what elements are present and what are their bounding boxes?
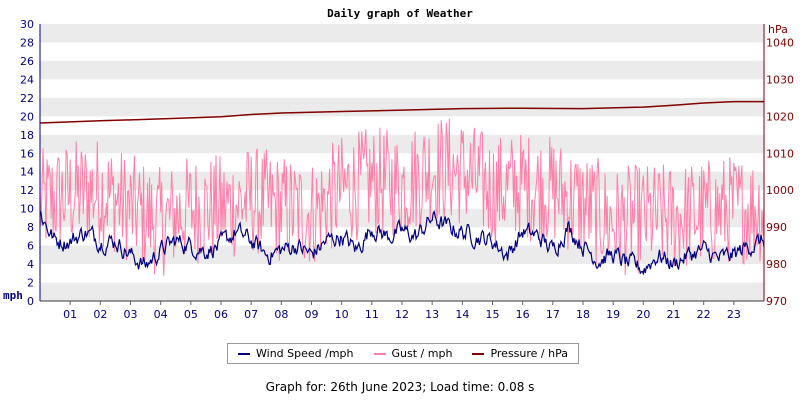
left-tick-label: 28 bbox=[20, 36, 34, 49]
right-axis-label: hPa bbox=[768, 23, 788, 36]
right-tick-label: 1040 bbox=[766, 36, 794, 49]
x-tick-label: 01 bbox=[63, 308, 77, 321]
x-tick-label: 12 bbox=[395, 308, 409, 321]
x-tick-label: 07 bbox=[244, 308, 258, 321]
left-tick-label: 22 bbox=[20, 92, 34, 105]
legend-swatch-pressure bbox=[472, 352, 485, 355]
left-axis-label: mph bbox=[3, 289, 23, 302]
right-tick-label: 1000 bbox=[766, 184, 794, 197]
grid-band bbox=[40, 97, 764, 117]
left-tick-label: 26 bbox=[20, 55, 34, 68]
left-tick-label: 14 bbox=[20, 166, 34, 179]
right-tick-label: 990 bbox=[766, 221, 787, 234]
x-tick-label: 08 bbox=[274, 308, 288, 321]
left-tick-label: 10 bbox=[20, 203, 34, 216]
left-tick-label: 24 bbox=[20, 73, 34, 86]
legend-item-pressure: Pressure / hPa bbox=[472, 347, 568, 360]
x-tick-label: 22 bbox=[697, 308, 711, 321]
grid-band bbox=[40, 24, 764, 43]
legend-label-gust: Gust / mph bbox=[391, 347, 453, 360]
x-tick-label: 09 bbox=[305, 308, 319, 321]
series-line-wind bbox=[39, 210, 765, 276]
left-tick-label: 2 bbox=[27, 277, 34, 290]
x-tick-label: 14 bbox=[455, 308, 469, 321]
left-tick-label: 20 bbox=[20, 110, 34, 123]
x-tick-label: 06 bbox=[214, 308, 228, 321]
chart-title: Daily graph of Weather bbox=[327, 7, 473, 20]
right-tick-labels: 970 980 990 1000 1010 1020 1030 1040 bbox=[766, 36, 794, 308]
x-tick-label: 13 bbox=[425, 308, 439, 321]
left-tick-label: 16 bbox=[20, 147, 34, 160]
x-tick-label: 19 bbox=[606, 308, 620, 321]
x-tick-label: 11 bbox=[365, 308, 379, 321]
x-tick-label: 03 bbox=[124, 308, 138, 321]
x-tick-label: 17 bbox=[546, 308, 560, 321]
x-tick-label: 21 bbox=[667, 308, 681, 321]
left-tick-label: 12 bbox=[20, 184, 34, 197]
footer-status: Graph for: 26th June 2023; Load time: 0.… bbox=[265, 380, 535, 394]
legend-swatch-gust bbox=[373, 352, 386, 355]
legend-label-pressure: Pressure / hPa bbox=[490, 347, 568, 360]
x-tick-label: 15 bbox=[486, 308, 500, 321]
series-line-gust bbox=[39, 118, 765, 276]
right-tick-label: 980 bbox=[766, 258, 787, 271]
x-tick-label: 20 bbox=[636, 308, 650, 321]
right-tick-label: 1010 bbox=[766, 147, 794, 160]
series-line-pressure bbox=[39, 100, 764, 124]
x-tick-label: 02 bbox=[93, 308, 107, 321]
right-tick-label: 1030 bbox=[766, 73, 794, 86]
left-tick-label: 30 bbox=[20, 18, 34, 31]
x-tick-label: 10 bbox=[335, 308, 349, 321]
x-tick-label: 16 bbox=[516, 308, 530, 321]
left-tick-label: 6 bbox=[27, 240, 34, 253]
series-layer bbox=[39, 100, 765, 276]
grid-band bbox=[40, 134, 764, 154]
left-tick-label: 4 bbox=[27, 258, 34, 271]
legend: Wind Speed /mph Gust / mph Pressure / hP… bbox=[227, 343, 579, 364]
left-tick-label: 8 bbox=[27, 221, 34, 234]
x-tick-label: 05 bbox=[184, 308, 198, 321]
x-tick-labels: 01 02 03 04 05 06 07 08 09 10 11 12 13 14 15 16 17 18 19 20… bbox=[63, 301, 741, 321]
x-tick-label: 18 bbox=[576, 308, 590, 321]
legend-swatch-wind bbox=[238, 352, 250, 355]
legend-item-gust: Gust / mph bbox=[373, 347, 453, 360]
grid-band bbox=[40, 60, 764, 80]
left-tick-label: 18 bbox=[20, 129, 34, 142]
x-tick-label: 23 bbox=[727, 308, 741, 321]
legend-item-wind: Wind Speed /mph bbox=[238, 347, 354, 360]
grid-band bbox=[40, 282, 764, 301]
grid-bands bbox=[40, 24, 764, 301]
legend-label-wind: Wind Speed /mph bbox=[256, 347, 354, 360]
x-tick-label: 04 bbox=[154, 308, 168, 321]
grid-band bbox=[40, 245, 764, 265]
right-tick-label: 1020 bbox=[766, 110, 794, 123]
left-tick-label: 0 bbox=[27, 295, 34, 308]
right-tick-label: 970 bbox=[766, 295, 787, 308]
